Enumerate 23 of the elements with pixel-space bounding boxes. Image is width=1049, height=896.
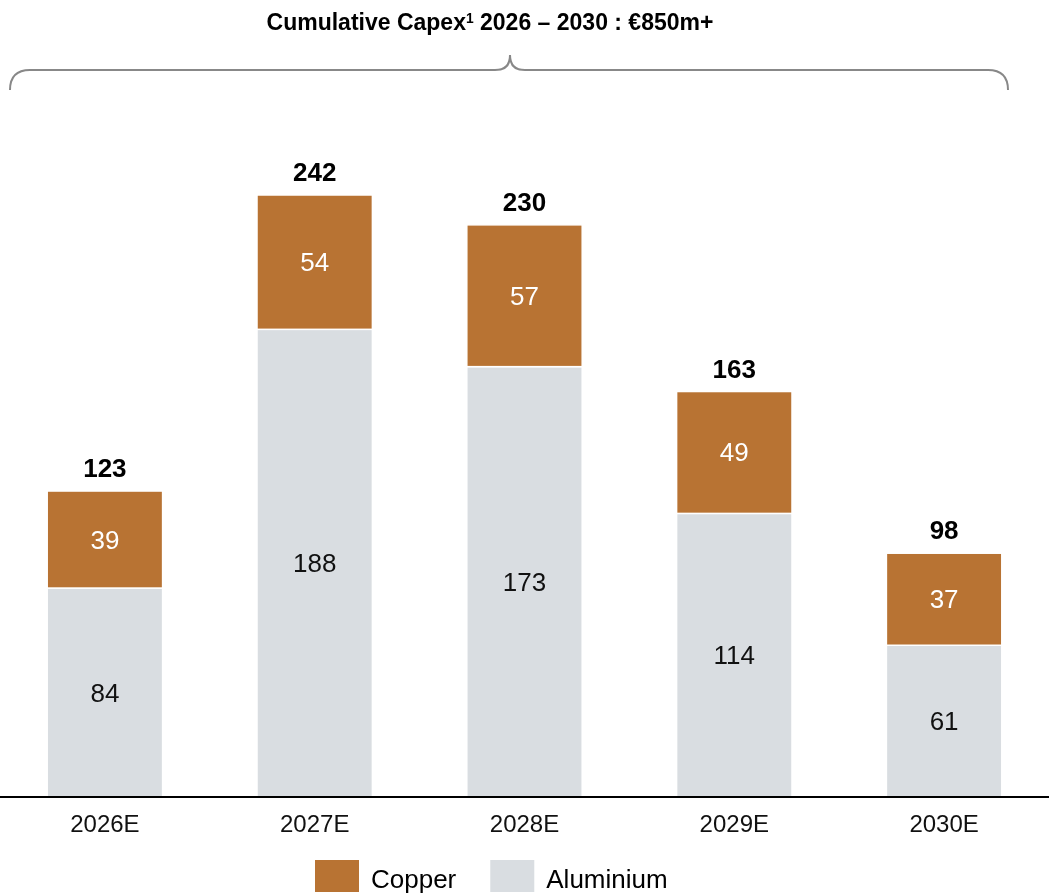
- chart-title: Cumulative Capex$^{1}$ 2026 – 2030 : €850m+: [266, 9, 714, 35]
- data-label: 114: [713, 640, 756, 671]
- data-label: 173: [502, 566, 547, 597]
- total-label: 242: [293, 157, 337, 187]
- x-tick-label: 2030E: [909, 810, 979, 838]
- data-label: 84: [90, 677, 120, 708]
- total-label: 163: [712, 353, 756, 384]
- data-label: 54: [300, 247, 330, 278]
- data-label: 57: [510, 280, 539, 311]
- data-label: 61: [929, 706, 959, 737]
- legend-label: Aluminium: [546, 864, 668, 894]
- data-label: 188: [293, 548, 337, 579]
- legend-label: Copper: [371, 864, 457, 894]
- data-label: 49: [719, 437, 749, 468]
- total-label: 98: [929, 515, 959, 546]
- x-tick-label: 2026E: [70, 810, 140, 838]
- x-tick-label: 2029E: [699, 810, 769, 838]
- data-label: 39: [90, 524, 120, 555]
- x-tick-label: 2028E: [489, 810, 560, 838]
- total-label: 123: [83, 453, 127, 484]
- total-label: 230: [502, 186, 547, 217]
- data-label: 37: [929, 584, 959, 615]
- x-tick-label: 2027E: [280, 810, 350, 838]
